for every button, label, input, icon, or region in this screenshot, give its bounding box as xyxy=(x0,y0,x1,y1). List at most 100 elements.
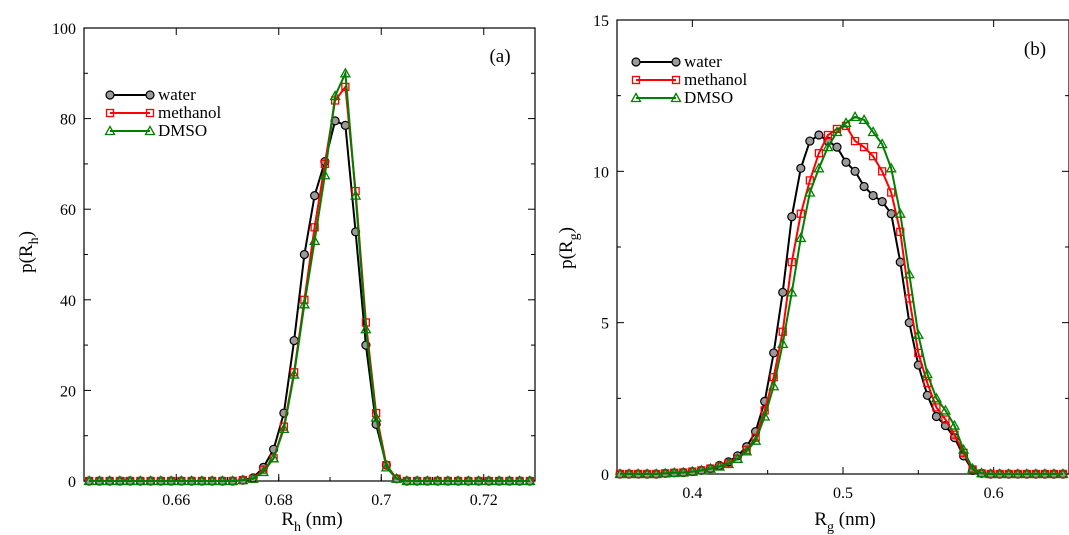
y-tick-label: 60 xyxy=(60,202,76,219)
panel-label: (b) xyxy=(1024,39,1046,60)
data-point-water xyxy=(850,166,860,176)
data-point-dmso xyxy=(840,117,852,128)
data-point-dmso xyxy=(686,465,698,476)
data-point-dmso xyxy=(1003,468,1015,479)
data-point-dmso xyxy=(370,411,382,422)
x-tick-label: 0.7 xyxy=(371,492,391,509)
data-point-water xyxy=(778,287,788,297)
data-point-dmso xyxy=(750,434,762,445)
data-point-dmso xyxy=(268,452,280,463)
data-point-dmso xyxy=(1012,468,1024,479)
legend-label-dmso: DMSO xyxy=(158,121,207,140)
data-point-dmso xyxy=(813,162,825,173)
data-point-water xyxy=(859,181,869,192)
legend-marker-water xyxy=(631,57,641,67)
series-line-water xyxy=(89,119,530,482)
data-point-dmso xyxy=(704,462,717,473)
data-point-water xyxy=(310,191,320,201)
series-methanol xyxy=(615,121,1068,479)
data-point-dmso xyxy=(1039,468,1051,479)
data-point-dmso xyxy=(650,468,662,479)
data-point-dmso xyxy=(885,162,897,173)
data-point-dmso xyxy=(1030,468,1042,479)
data-point-dmso xyxy=(921,368,933,379)
data-point-dmso xyxy=(227,475,239,486)
data-point-methanol xyxy=(878,167,887,176)
legend-marker-methanol xyxy=(105,108,115,118)
data-point-dmso xyxy=(165,475,177,486)
legend-marker-dmso xyxy=(144,125,156,136)
data-point-methanol xyxy=(814,149,824,158)
data-point-dmso xyxy=(186,475,198,486)
data-point-dmso xyxy=(831,126,843,137)
data-point-dmso xyxy=(659,467,671,478)
data-point-dmso xyxy=(912,328,924,339)
data-point-dmso xyxy=(524,475,536,486)
data-point-dmso xyxy=(421,475,433,486)
data-point-water xyxy=(805,136,815,146)
y-tick-label: 5 xyxy=(601,316,609,333)
data-point-water xyxy=(868,190,878,201)
data-point-dmso xyxy=(360,323,372,334)
data-point-dmso xyxy=(695,464,707,475)
y-tick-label: 80 xyxy=(60,112,76,129)
data-point-dmso xyxy=(278,423,290,434)
data-point-dmso xyxy=(930,392,943,403)
legend-marker-dmso xyxy=(670,92,682,103)
data-point-dmso xyxy=(257,466,269,477)
data-point-methanol xyxy=(787,257,796,267)
x-tick-label: 0.6 xyxy=(984,485,1004,502)
data-point-methanol xyxy=(778,327,787,336)
data-point-methanol xyxy=(941,415,950,424)
legend-marker-dmso xyxy=(104,125,116,136)
data-point-dmso xyxy=(514,475,526,486)
data-point-methanol xyxy=(796,209,805,218)
data-point-dmso xyxy=(380,461,392,472)
data-point-dmso xyxy=(948,419,961,430)
data-point-dmso xyxy=(483,475,495,486)
data-point-dmso xyxy=(632,468,644,479)
data-point-dmso xyxy=(288,368,300,379)
data-point-dmso xyxy=(876,138,888,149)
data-point-dmso xyxy=(493,475,505,486)
x-tick-label: 0.72 xyxy=(470,492,498,509)
data-point-dmso xyxy=(976,467,988,478)
data-point-dmso xyxy=(196,475,208,486)
legend-label-methanol: methanol xyxy=(684,70,748,89)
legend-marker-methanol xyxy=(145,108,155,118)
data-point-dmso xyxy=(473,475,485,486)
legend-marker-water xyxy=(105,90,115,100)
data-point-dmso xyxy=(247,472,259,483)
panel-label: (a) xyxy=(489,46,510,67)
data-point-dmso xyxy=(722,458,735,469)
data-point-dmso xyxy=(822,141,834,152)
data-point-dmso xyxy=(731,453,744,464)
y-tick-label: 0 xyxy=(68,474,76,491)
data-point-dmso xyxy=(641,468,653,479)
data-point-dmso xyxy=(966,462,979,473)
data-point-dmso xyxy=(93,475,105,486)
data-point-water xyxy=(299,249,309,260)
data-point-dmso xyxy=(175,475,187,486)
series-water xyxy=(615,130,1068,479)
data-point-dmso xyxy=(677,466,689,477)
data-point-dmso xyxy=(145,475,157,486)
data-point-water xyxy=(931,411,942,422)
y-tick-label: 0 xyxy=(601,467,609,484)
x-tick-label: 0.66 xyxy=(162,492,190,509)
data-point-dmso xyxy=(867,126,879,137)
data-point-dmso xyxy=(1057,468,1069,479)
data-point-dmso xyxy=(391,472,403,483)
data-point-dmso xyxy=(83,475,95,486)
data-point-dmso xyxy=(795,232,807,243)
data-point-dmso xyxy=(713,460,726,471)
x-axis-label: Rg (nm) xyxy=(814,509,875,535)
data-point-dmso xyxy=(939,404,952,415)
data-point-dmso xyxy=(768,380,780,391)
data-point-dmso xyxy=(858,114,870,125)
data-point-dmso xyxy=(309,235,321,246)
data-point-dmso xyxy=(124,475,136,486)
legend-marker-dmso xyxy=(630,92,642,103)
